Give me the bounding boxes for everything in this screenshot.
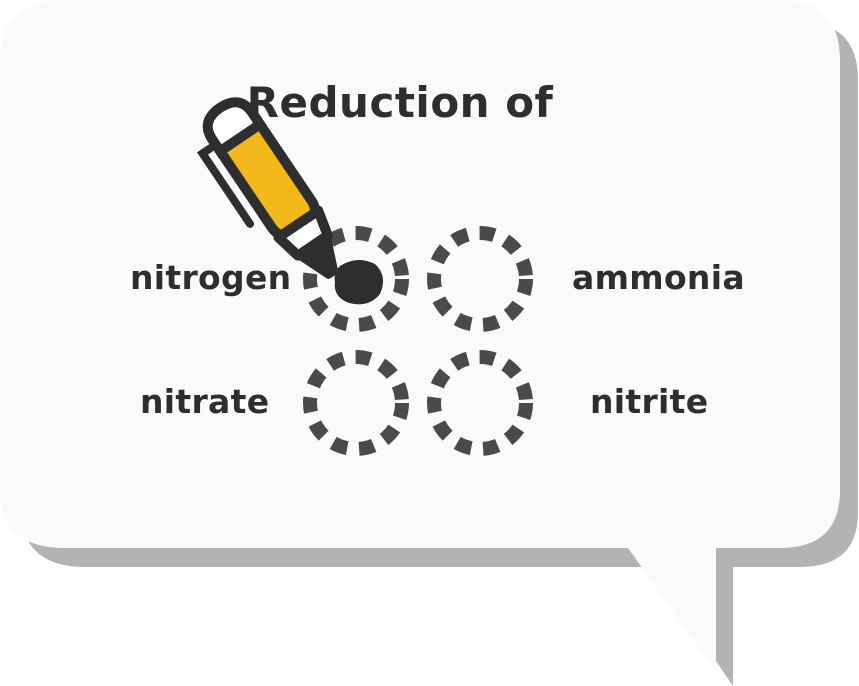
- selected-mark: [335, 260, 383, 304]
- option-label-ammonia[interactable]: ammonia: [572, 258, 745, 297]
- option-label-nitrogen[interactable]: nitrogen: [130, 258, 291, 297]
- option-label-nitrite[interactable]: nitrite: [590, 382, 708, 421]
- option-label-nitrate[interactable]: nitrate: [140, 382, 269, 421]
- question-title: Reduction of: [0, 78, 820, 127]
